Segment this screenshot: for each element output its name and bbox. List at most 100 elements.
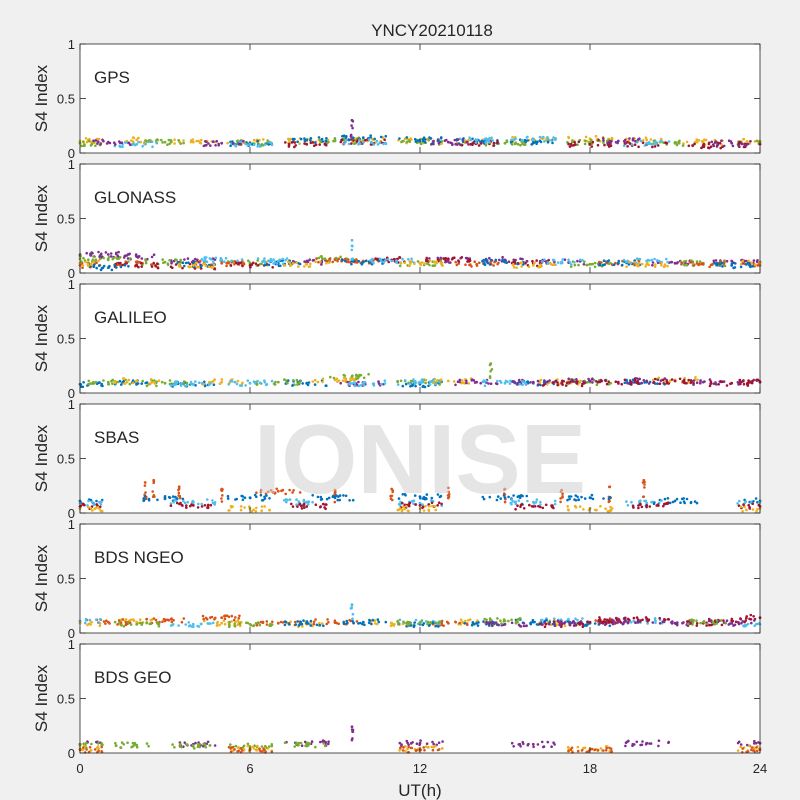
data-point	[598, 621, 602, 625]
data-point	[131, 379, 135, 382]
data-point	[326, 618, 329, 621]
data-point	[177, 487, 181, 491]
data-point	[166, 143, 169, 146]
data-point	[299, 620, 302, 624]
data-point	[285, 257, 289, 260]
data-point	[503, 141, 507, 145]
data-point	[516, 504, 519, 508]
data-point	[109, 252, 113, 255]
data-point	[143, 481, 147, 484]
data-point	[491, 621, 495, 624]
data-point	[522, 742, 525, 746]
data-point	[295, 378, 299, 382]
data-point	[540, 623, 543, 626]
series-6	[485, 618, 756, 628]
data-point	[424, 504, 427, 508]
data-point	[398, 137, 401, 140]
data-point	[347, 258, 350, 261]
data-point	[248, 264, 252, 267]
data-point	[519, 494, 522, 498]
data-point	[401, 493, 405, 496]
data-point	[537, 504, 540, 508]
series-6	[169, 378, 528, 388]
data-point	[553, 263, 556, 266]
data-point	[399, 261, 403, 265]
data-point	[147, 499, 151, 502]
data-point	[475, 380, 479, 384]
data-point	[276, 621, 280, 625]
data-point	[351, 730, 354, 733]
data-point	[396, 620, 399, 623]
y-tick-label: 0.5	[57, 92, 75, 107]
data-point	[538, 135, 542, 139]
data-point	[320, 137, 324, 141]
data-point	[169, 502, 173, 505]
data-point	[84, 260, 88, 264]
data-point	[323, 506, 326, 509]
data-point	[261, 260, 265, 263]
data-point	[576, 380, 579, 383]
data-point	[322, 742, 326, 745]
data-point	[423, 496, 426, 500]
data-point	[480, 142, 483, 145]
data-point	[640, 262, 644, 266]
data-point	[135, 620, 139, 624]
data-point	[305, 138, 309, 142]
data-point	[531, 380, 535, 384]
data-point	[150, 140, 154, 143]
data-point	[97, 259, 100, 263]
data-point	[305, 500, 309, 504]
data-point	[474, 141, 478, 144]
data-point	[152, 253, 156, 256]
data-point	[125, 254, 129, 257]
data-point	[312, 622, 316, 626]
data-point	[313, 141, 317, 144]
data-point	[131, 381, 135, 385]
chart-title: YNCY20210118	[371, 21, 493, 40]
data-point	[350, 244, 354, 248]
data-point	[503, 500, 507, 504]
data-point	[349, 379, 352, 382]
data-point	[399, 746, 402, 750]
data-point	[576, 259, 579, 263]
data-point	[624, 616, 627, 620]
data-point	[739, 745, 742, 749]
data-point	[406, 620, 409, 624]
data-point	[202, 744, 205, 748]
panel-label: BDS NGEO	[94, 548, 184, 567]
data-point	[338, 498, 342, 502]
data-point	[543, 379, 546, 382]
data-point	[339, 381, 343, 385]
data-point	[369, 135, 372, 139]
data-point	[229, 504, 233, 508]
data-point	[686, 620, 689, 623]
data-point	[274, 380, 277, 384]
data-point	[645, 501, 649, 505]
data-point	[227, 623, 231, 626]
data-point	[305, 621, 309, 625]
plot-area	[80, 164, 760, 273]
data-point	[111, 378, 114, 382]
data-point	[648, 142, 652, 145]
y-tick-label: 1	[68, 277, 75, 292]
data-point	[191, 504, 195, 507]
data-point	[531, 137, 535, 141]
data-point	[102, 256, 105, 260]
data-point	[209, 622, 212, 625]
data-point	[316, 495, 320, 499]
data-point	[638, 257, 641, 261]
data-point	[200, 258, 204, 261]
data-point	[519, 625, 523, 628]
data-point	[428, 136, 431, 139]
plot-area	[80, 524, 760, 633]
data-point	[590, 145, 594, 148]
data-point	[634, 140, 637, 143]
data-point	[392, 624, 396, 627]
data-point	[488, 256, 491, 260]
data-point	[616, 380, 620, 384]
data-point	[696, 378, 699, 382]
data-point	[247, 259, 250, 263]
data-point	[397, 497, 401, 500]
data-point	[569, 265, 573, 268]
data-point	[665, 141, 669, 145]
